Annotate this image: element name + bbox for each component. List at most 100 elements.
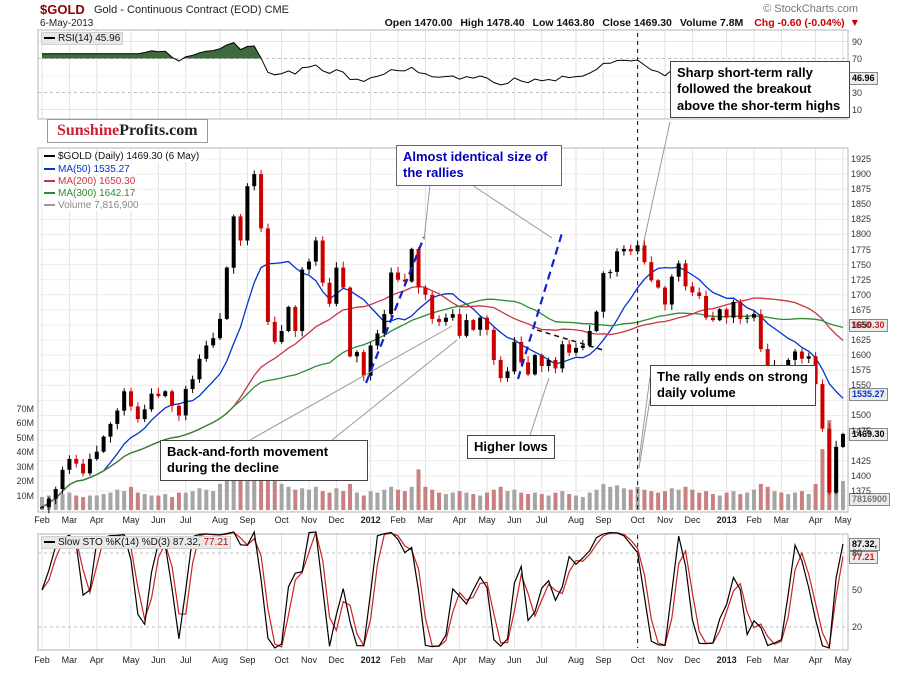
- annotation-higher-lows: Higher lows: [467, 435, 555, 460]
- x-axis-month-label: Sep: [239, 655, 256, 665]
- price-axis-tick: 1425: [851, 455, 872, 466]
- sto-legend-label: Slow STO %K(14) %D(3): [58, 537, 171, 548]
- x-axis-month-label: Nov: [300, 655, 317, 665]
- x-axis-month-label: May: [834, 655, 852, 665]
- x-axis-month-label: Feb: [34, 515, 50, 525]
- candlesticks: [40, 169, 845, 514]
- price-axis-tick: 1875: [851, 184, 872, 195]
- price-axis-tick: 1650: [851, 319, 872, 330]
- price-axis-tick: 1400: [851, 470, 872, 481]
- sto-axis-tick: 50: [852, 585, 863, 595]
- volume-axis-tick: 50M: [16, 432, 34, 443]
- price-axis-tick: 1700: [851, 289, 872, 300]
- price-axis-tick: 1775: [851, 244, 872, 255]
- price-axis-tick: 1475: [851, 425, 872, 436]
- sto-d-value: 77.21: [203, 537, 229, 548]
- price-axis-tick: 1550: [851, 380, 872, 391]
- x-axis-month-label: Oct: [274, 515, 289, 525]
- x-axis-month-label: Sep: [595, 515, 612, 525]
- quote-open: Open 1470.00: [384, 17, 453, 29]
- x-axis-month-label: Nov: [656, 655, 673, 665]
- ma50-last-value-tag: 1535.27: [849, 388, 888, 401]
- ma50-legend: MA(50) 1535.27: [42, 164, 132, 175]
- volume-legend: Volume 7,816,900: [42, 200, 141, 211]
- callout-connector-line: [331, 339, 458, 441]
- x-axis-month-label: Oct: [630, 655, 645, 665]
- x-axis-month-label: Feb: [390, 655, 406, 665]
- volume-axis-tick: 60M: [16, 418, 34, 428]
- x-axis-month-label: Nov: [300, 515, 317, 525]
- x-axis-month-label: Feb: [746, 655, 762, 665]
- price-axis-tick: 1625: [851, 335, 872, 346]
- quote-fields: Open 1470.00 High 1478.40 Low 1463.80 Close…: [377, 17, 744, 29]
- volume-bars-icon: [44, 204, 55, 207]
- x-axis-month-label: Aug: [211, 515, 228, 525]
- ma300-line-sample-icon: [44, 192, 55, 195]
- sunshine-profits-logo: SunshineProfits.com: [47, 119, 208, 143]
- rsi-axis-tick: 70: [852, 53, 863, 64]
- ma50-legend-label: MA(50) 1535.27: [58, 164, 130, 175]
- x-axis-month-label: Jun: [507, 515, 522, 525]
- sto-legend: Slow STO %K(14) %D(3) 87.32, 77.21: [41, 536, 232, 549]
- price-axis-tick: 1600: [851, 350, 872, 361]
- price-axis-tick: 1575: [851, 365, 872, 376]
- x-axis-month-label: Aug: [567, 655, 584, 665]
- blue-dashed-rally-line: [364, 236, 426, 384]
- x-axis-month-label: Nov: [656, 515, 673, 525]
- quote-volume: Volume 7.8M: [679, 17, 744, 29]
- ma200-last-value-tag: 1650.30: [849, 319, 888, 332]
- ma300-legend: MA(300) 1642.17: [42, 188, 138, 199]
- x-axis-month-label: Feb: [746, 515, 762, 525]
- callout-connector-line: [641, 121, 671, 251]
- x-axis-month-label: Dec: [684, 655, 701, 665]
- x-axis-month-label: 2013: [716, 655, 737, 665]
- price-axis-tick: 1800: [851, 229, 872, 240]
- volume-axis-tick: 30M: [16, 461, 34, 472]
- price-axis-tick: 1675: [851, 304, 872, 315]
- ma200-legend-label: MA(200) 1650.30: [58, 176, 136, 187]
- x-axis-month-label: Jul: [180, 515, 192, 525]
- symbol: $GOLD: [40, 2, 85, 17]
- price-axis-tick: 1725: [851, 274, 872, 285]
- annotation-sharp-rally: Sharp short-term rally followed the brea…: [670, 61, 850, 118]
- change-value: Chg -0.60 (-0.04%): [754, 17, 845, 29]
- callout-connector-line: [638, 398, 651, 469]
- callout-connector-line: [471, 184, 553, 239]
- callout-connector-line: [423, 184, 431, 241]
- sto-k-value: 87.32,: [172, 537, 201, 548]
- x-axis-month-label: Apr: [452, 655, 467, 665]
- sto-axis-tick: 20: [852, 622, 863, 632]
- x-axis-month-label: Jul: [535, 655, 548, 665]
- x-axis-month-label: 2012: [360, 515, 381, 525]
- x-axis-month-label: Feb: [34, 655, 50, 665]
- chart-date: 6-May-2013: [40, 18, 94, 29]
- rsi-line-sample-icon: [44, 37, 55, 40]
- x-axis-month-label: 2012: [360, 655, 381, 665]
- x-axis-month-label: May: [122, 515, 140, 525]
- logo-part2: Profits.com: [119, 122, 198, 139]
- x-axis-month-label: Mar: [417, 655, 434, 665]
- x-axis-month-label: Feb: [390, 515, 406, 525]
- annotation-rally-size: Almost identical size of the rallies: [396, 145, 562, 186]
- copyright: © StockCharts.com: [763, 3, 858, 15]
- x-axis-month-label: Oct: [274, 655, 289, 665]
- x-axis-month-label: Jun: [507, 655, 522, 665]
- x-axis-month-label: Sep: [595, 655, 612, 665]
- x-axis-month-label: Aug: [211, 655, 228, 665]
- price-legend: $GOLD (Daily) 1469.30 (6 May): [42, 151, 202, 162]
- chart-description: Gold - Continuous Contract (EOD) CME: [94, 4, 290, 16]
- rsi-axis-tick: 30: [852, 87, 863, 98]
- volume-axis-tick: 10M: [16, 490, 34, 501]
- quote-high: High 1478.40: [460, 17, 525, 29]
- x-axis-month-label: Mar: [773, 655, 790, 665]
- x-axis-month-label: Mar: [773, 515, 790, 525]
- price-legend-label: $GOLD (Daily) 1469.30 (6 May): [58, 151, 200, 162]
- annotation-rally-ends: The rally ends on strong daily volume: [650, 365, 816, 406]
- x-axis-month-label: Apr: [808, 655, 823, 665]
- volume-axis-tick: 40M: [16, 447, 34, 457]
- price-axis-tick: 1375: [851, 485, 872, 496]
- down-arrow-icon: ▼: [849, 17, 860, 29]
- price-axis-tick: 1900: [851, 169, 872, 180]
- rsi-last-value-tag: 46.96: [849, 72, 878, 85]
